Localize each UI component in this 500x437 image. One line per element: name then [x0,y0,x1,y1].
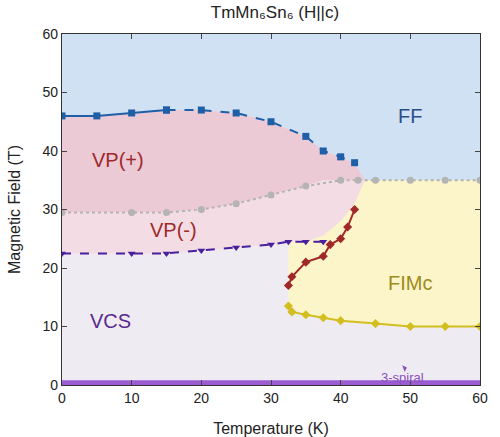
svg-text:FIMc: FIMc [388,272,432,294]
svg-text:FF: FF [398,105,422,127]
svg-text:0: 0 [50,377,58,393]
svg-text:VCS: VCS [90,310,131,332]
svg-text:20: 20 [43,260,59,276]
svg-text:VP(-): VP(-) [150,219,197,241]
svg-text:30: 30 [263,390,279,406]
svg-text:10: 10 [124,390,140,406]
svg-text:40: 40 [43,143,59,159]
svg-text:0: 0 [58,390,66,406]
svg-text:40: 40 [333,390,349,406]
svg-text:10: 10 [43,318,59,334]
svg-text:50: 50 [43,84,59,100]
svg-text:30: 30 [43,201,59,217]
svg-text:50: 50 [403,390,419,406]
svg-text:Temperature (K): Temperature (K) [213,420,329,437]
svg-text:60: 60 [43,26,59,42]
svg-text:TmMn₆Sn₆ (H||c): TmMn₆Sn₆ (H||c) [211,3,339,22]
svg-text:60: 60 [472,390,488,406]
svg-text:Magnetic Field (T): Magnetic Field (T) [6,145,23,274]
svg-text:20: 20 [194,390,210,406]
svg-text:VP(+): VP(+) [92,149,144,171]
svg-text:3-spiral: 3-spiral [381,370,424,385]
